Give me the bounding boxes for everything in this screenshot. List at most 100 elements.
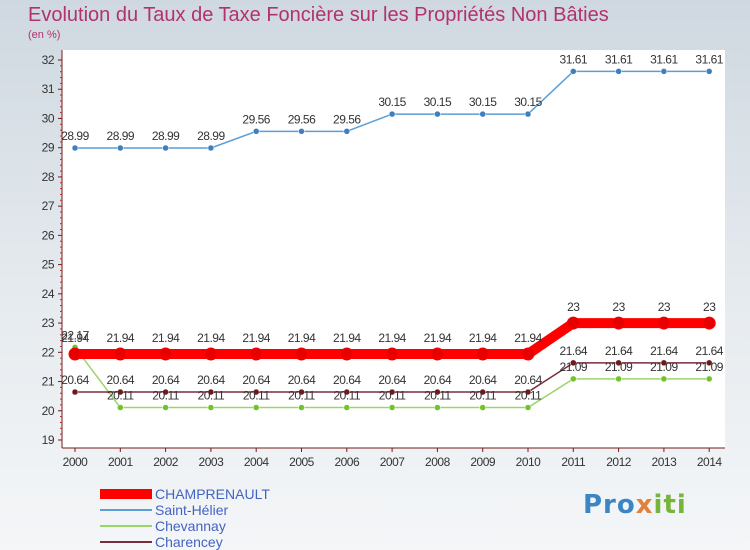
data-point — [298, 128, 305, 135]
data-label: 31.61 — [650, 52, 678, 66]
data-label: 20.64 — [424, 373, 452, 387]
data-point — [207, 404, 215, 411]
data-point — [204, 347, 218, 361]
data-label: 30.15 — [514, 95, 542, 109]
data-point — [340, 347, 354, 361]
data-label: 21.94 — [424, 331, 452, 345]
data-label: 20.11 — [379, 389, 406, 403]
y-tick-label: 32 — [42, 53, 55, 67]
y-tick-label: 22 — [42, 345, 55, 359]
data-point — [113, 347, 127, 361]
data-label: 20.11 — [469, 389, 496, 403]
data-point — [524, 110, 532, 118]
data-point — [434, 404, 441, 411]
data-label: 21.94 — [152, 331, 180, 345]
data-point — [117, 404, 124, 411]
data-point — [705, 375, 713, 383]
data-label: 20.64 — [61, 373, 89, 387]
x-tick-label: 2008 — [425, 455, 451, 469]
legend-item-chevannay: Chevannay — [100, 518, 270, 534]
data-point — [295, 347, 308, 361]
data-label: 20.64 — [152, 373, 180, 387]
y-tick-label: 31 — [42, 82, 55, 96]
data-label: 20.11 — [243, 389, 270, 403]
data-point — [615, 68, 622, 75]
data-point — [298, 388, 305, 396]
data-point — [385, 347, 399, 361]
data-point — [159, 347, 173, 361]
data-point — [660, 359, 668, 367]
data-label: 21.94 — [242, 331, 270, 345]
data-label: 21.64 — [605, 344, 633, 358]
data-point — [388, 388, 396, 396]
x-tick-label: 2011 — [561, 455, 586, 469]
data-label: 21.09 — [650, 360, 678, 374]
legend-item-charencey: Charencey — [100, 534, 270, 550]
data-label: 28.99 — [152, 129, 180, 143]
data-label: 28.99 — [107, 129, 135, 143]
x-tick-label: 2000 — [63, 455, 89, 469]
legend: CHAMPRENAULT Saint-Hélier Chevannay Char… — [100, 486, 270, 550]
y-tick-label: 27 — [42, 199, 55, 213]
data-label: 20.11 — [424, 389, 451, 403]
legend-swatch — [100, 489, 152, 499]
data-point — [612, 316, 626, 330]
data-point — [705, 68, 713, 75]
data-label: 20.11 — [107, 389, 134, 403]
data-label: 20.64 — [378, 373, 406, 387]
data-point — [162, 388, 169, 396]
data-label: 31.61 — [605, 52, 633, 66]
data-point — [660, 68, 668, 75]
x-tick-label: 2014 — [697, 455, 723, 469]
data-label: 30.15 — [469, 95, 497, 109]
legend-label: CHAMPRENAULT — [155, 486, 270, 502]
data-point — [660, 375, 668, 383]
y-tick-label: 30 — [42, 111, 55, 125]
data-point — [207, 144, 215, 152]
data-point — [249, 347, 263, 361]
data-point — [252, 128, 260, 135]
data-label: 20.11 — [198, 389, 225, 403]
data-label: 20.64 — [469, 373, 497, 387]
data-label: 20.64 — [333, 373, 361, 387]
data-label: 23 — [567, 300, 580, 314]
data-point — [162, 404, 169, 411]
chart-title: Evolution du Taux de Taxe Foncière sur l… — [28, 4, 609, 26]
data-label: 20.11 — [288, 389, 315, 403]
data-point — [343, 404, 351, 411]
data-point — [476, 347, 490, 361]
data-label: 21.09 — [695, 360, 723, 374]
data-label: 29.56 — [242, 112, 270, 126]
y-tick-label: 25 — [42, 258, 55, 272]
data-label: 28.99 — [197, 129, 225, 143]
data-point — [521, 347, 535, 361]
data-point — [117, 388, 124, 396]
x-tick-label: 2001 — [108, 455, 134, 469]
data-point — [117, 144, 124, 152]
y-tick-label: 24 — [42, 287, 55, 301]
data-point — [524, 404, 532, 411]
data-label: 21.64 — [695, 344, 723, 358]
data-point — [343, 388, 351, 396]
data-point — [430, 347, 444, 361]
legend-swatch — [100, 525, 152, 527]
data-point — [479, 388, 486, 396]
data-label: 21.94 — [107, 331, 135, 345]
data-point — [388, 404, 396, 411]
data-point — [479, 404, 486, 411]
data-label: 22.17 — [61, 328, 89, 342]
x-tick-label: 2006 — [334, 455, 360, 469]
legend-label: Charencey — [155, 534, 223, 550]
data-label: 21.94 — [514, 331, 542, 345]
data-label: 29.56 — [288, 112, 316, 126]
data-label: 31.61 — [695, 52, 723, 66]
data-label: 21.94 — [197, 331, 225, 345]
data-label: 21.09 — [605, 360, 633, 374]
data-point — [524, 388, 532, 396]
data-label: 20.64 — [514, 373, 542, 387]
data-label: 21.94 — [378, 331, 406, 345]
x-tick-label: 2013 — [652, 455, 678, 469]
x-tick-label: 2002 — [153, 455, 179, 469]
x-tick-label: 2012 — [606, 455, 632, 469]
